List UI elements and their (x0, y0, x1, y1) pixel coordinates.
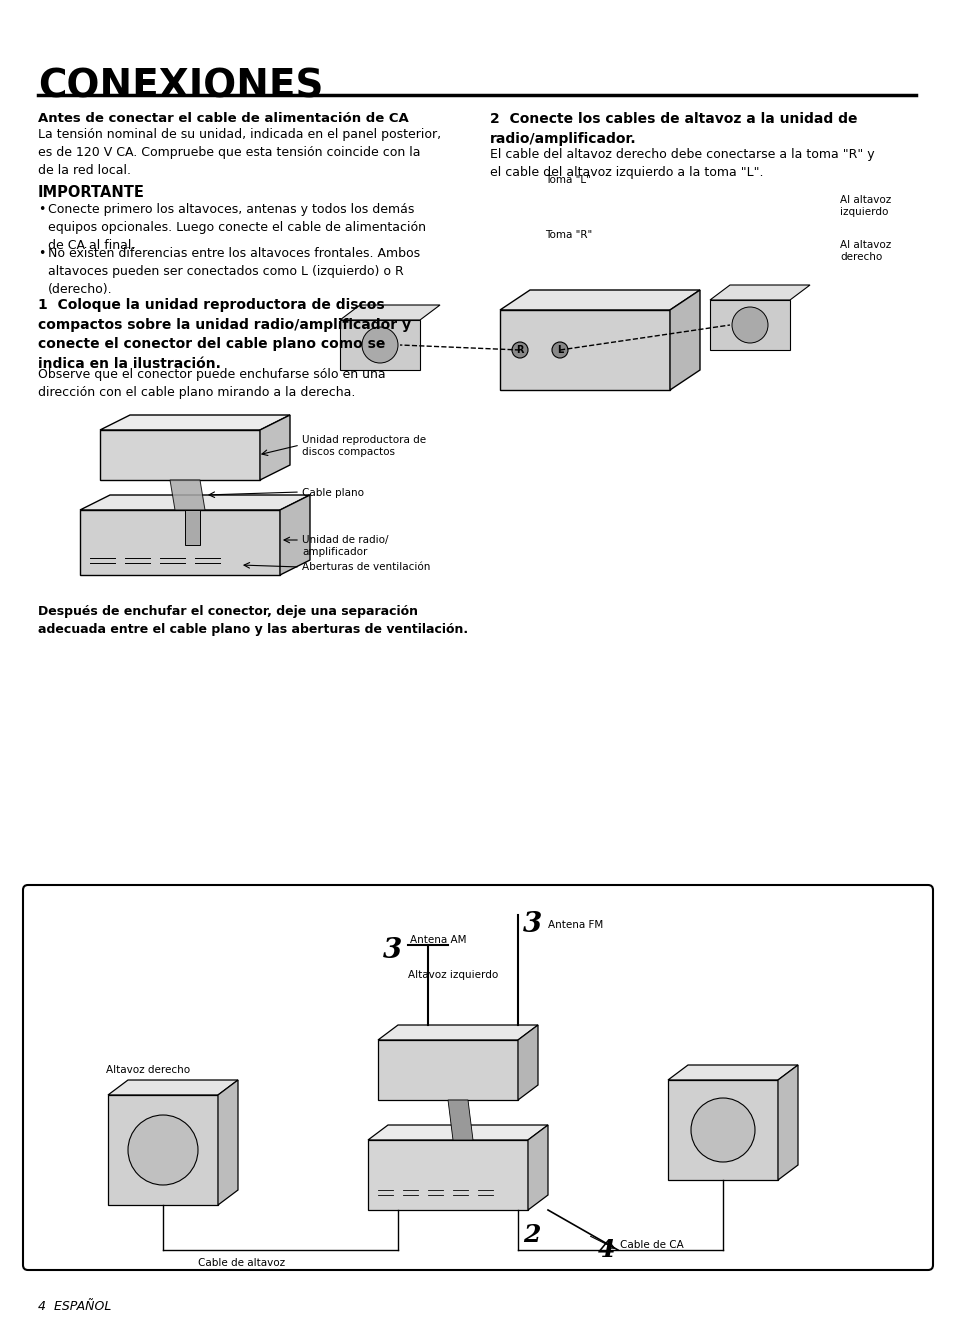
Text: Después de enchufar el conector, deje una separación
adecuada entre el cable pla: Después de enchufar el conector, deje un… (38, 605, 468, 637)
Text: La tensión nominal de su unidad, indicada en el panel posterior,
es de 120 V CA.: La tensión nominal de su unidad, indicad… (38, 128, 440, 177)
Text: •: • (38, 203, 46, 217)
Text: Toma "R": Toma "R" (544, 230, 592, 241)
Text: 3: 3 (522, 912, 541, 938)
Polygon shape (499, 310, 669, 389)
Polygon shape (170, 480, 205, 510)
Polygon shape (448, 1100, 473, 1140)
Polygon shape (667, 1080, 778, 1180)
Polygon shape (669, 290, 700, 389)
Polygon shape (778, 1065, 797, 1180)
Text: Cable de CA: Cable de CA (619, 1240, 683, 1251)
Text: El cable del altavoz derecho debe conectarse a la toma "R" y
el cable del altavo: El cable del altavoz derecho debe conect… (490, 148, 874, 179)
Text: •: • (38, 247, 46, 260)
Polygon shape (108, 1080, 237, 1095)
Text: 2  Conecte los cables de altavoz a la unidad de
radio/amplificador.: 2 Conecte los cables de altavoz a la uni… (490, 112, 857, 145)
Polygon shape (108, 1095, 218, 1205)
Polygon shape (368, 1126, 547, 1140)
Circle shape (128, 1115, 198, 1185)
Text: Antes de conectar el cable de alimentación de CA: Antes de conectar el cable de alimentaci… (38, 112, 408, 125)
Text: L: L (557, 346, 562, 355)
Text: Altavoz derecho: Altavoz derecho (106, 1065, 190, 1075)
Text: Cable de altavoz: Cable de altavoz (198, 1259, 285, 1268)
Polygon shape (709, 300, 789, 350)
FancyBboxPatch shape (23, 885, 932, 1271)
Circle shape (361, 327, 397, 363)
Polygon shape (499, 290, 700, 310)
Polygon shape (100, 431, 260, 480)
Polygon shape (280, 494, 310, 575)
Text: Unidad reproductora de
discos compactos: Unidad reproductora de discos compactos (302, 435, 426, 457)
Text: CONEXIONES: CONEXIONES (38, 68, 323, 106)
Text: 4: 4 (598, 1239, 615, 1263)
Text: Conecte primero los altavoces, antenas y todos los demás
equipos opcionales. Lue: Conecte primero los altavoces, antenas y… (48, 203, 426, 253)
Text: Observe que el conector puede enchufarse sólo en una
dirección con el cable plan: Observe que el conector puede enchufarse… (38, 368, 385, 399)
Text: Al altavoz
derecho: Al altavoz derecho (840, 241, 890, 262)
Text: No existen diferencias entre los altavoces frontales. Ambos
altavoces pueden ser: No existen diferencias entre los altavoc… (48, 247, 419, 296)
Text: 1  Coloque la unidad reproductora de discos
compactos sobre la unidad radio/ampl: 1 Coloque la unidad reproductora de disc… (38, 298, 411, 371)
Polygon shape (517, 1025, 537, 1100)
Polygon shape (339, 304, 439, 320)
Polygon shape (377, 1025, 537, 1041)
Text: 3: 3 (382, 937, 402, 964)
Polygon shape (218, 1080, 237, 1205)
Polygon shape (377, 1041, 517, 1100)
Polygon shape (667, 1065, 797, 1080)
Text: Altavoz izquierdo: Altavoz izquierdo (408, 970, 497, 979)
Polygon shape (368, 1140, 527, 1209)
Polygon shape (260, 415, 290, 480)
Text: Aberturas de ventilación: Aberturas de ventilación (302, 562, 430, 571)
Text: R: R (516, 346, 523, 355)
Text: Unidad de radio/
amplificador: Unidad de radio/ amplificador (302, 536, 388, 557)
Circle shape (512, 342, 527, 358)
Polygon shape (80, 510, 280, 575)
Polygon shape (185, 510, 200, 545)
Text: 4  ESPAÑOL: 4 ESPAÑOL (38, 1300, 112, 1313)
Polygon shape (80, 494, 310, 510)
Text: Antena FM: Antena FM (547, 920, 602, 930)
Circle shape (731, 307, 767, 343)
Text: Cable plano: Cable plano (302, 488, 364, 498)
Polygon shape (100, 415, 290, 431)
Text: Al altavoz
izquierdo: Al altavoz izquierdo (840, 195, 890, 217)
Polygon shape (339, 320, 419, 369)
Polygon shape (709, 284, 809, 300)
Circle shape (552, 342, 567, 358)
Text: Toma "L": Toma "L" (544, 175, 590, 185)
Text: IMPORTANTE: IMPORTANTE (38, 185, 145, 199)
Polygon shape (527, 1126, 547, 1209)
Circle shape (690, 1098, 754, 1162)
Text: 2: 2 (522, 1223, 539, 1247)
Text: Antena AM: Antena AM (410, 936, 466, 945)
